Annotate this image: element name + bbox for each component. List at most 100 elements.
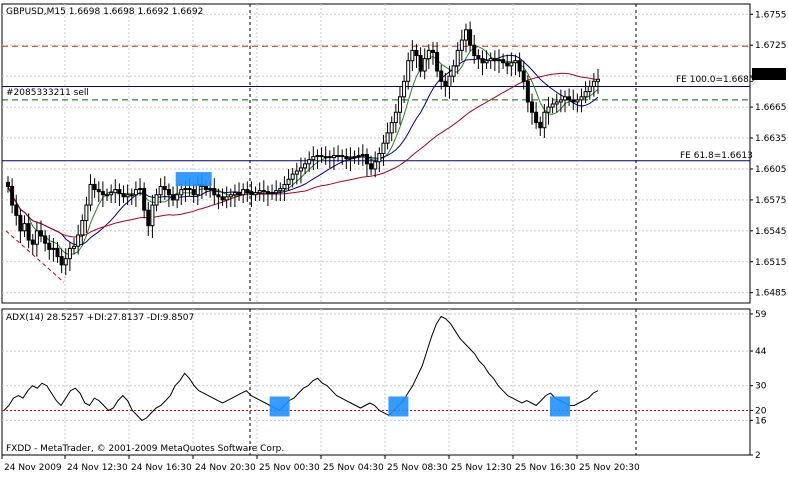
candle-body [39,230,44,237]
adx-tick-label: 30 [755,382,767,392]
candle [191,183,196,203]
candle-body [567,96,572,101]
candle [51,238,56,262]
candle-body [294,170,299,175]
candle-body [166,189,171,196]
candle [138,178,143,196]
candle [402,75,407,103]
candle-body [171,194,176,201]
candle [278,182,283,201]
candle-body [253,192,258,196]
candle [261,180,266,202]
candle-body [439,70,444,82]
time-tick-label: 24 Nov 2009 [4,463,62,473]
signal-box [549,396,570,417]
candle-body [237,192,242,196]
candle-body [550,103,555,108]
candle [459,29,464,61]
price-tick-label: 1.6635 [755,134,787,144]
candle-body [529,101,534,113]
candle-body [402,80,407,98]
candle-body [14,204,19,216]
candle-body [158,185,163,196]
candle-body [534,111,539,124]
candle-body [265,191,270,195]
candle-body [443,80,448,87]
price-axis: 1.67551.67251.66951.66651.66351.66051.65… [750,10,787,299]
candle-body [212,188,217,196]
candle [175,184,180,209]
candle-body [22,223,27,232]
candle [294,162,299,185]
candle [414,44,419,68]
adx-layer [2,315,750,422]
time-tick-label: 25 Nov 00:30 [259,463,320,473]
candle [435,42,440,78]
price-tick-label: 1.6605 [755,165,787,175]
candle-body [575,99,580,103]
candle [484,50,489,69]
candle [6,176,10,193]
candle [505,54,510,75]
grid-layer [1,3,751,456]
candle [315,149,320,169]
candle-body [554,101,559,105]
fibo-label-100: FE 100.0=1.6685 [676,75,755,85]
candle [146,201,151,236]
candle-body [455,49,460,67]
candle [385,122,390,150]
candle-body [480,58,485,64]
candle-body [327,156,332,159]
candle [356,147,361,165]
candle-body [463,29,468,41]
candle-body [261,190,266,193]
candle-body [220,196,225,201]
candle [319,147,324,163]
candle [129,188,134,206]
candle-body [496,59,501,62]
candle-body [270,192,275,195]
candle-body [315,155,320,158]
candle [340,149,345,165]
candle-body [369,163,374,170]
candle [360,144,365,166]
candle-body [468,29,473,46]
candle [538,116,543,136]
candle-body [571,99,576,103]
candle-body [435,51,440,72]
candle-body [138,188,143,191]
candle-body [323,156,328,159]
candle [331,147,336,170]
candle [344,148,349,169]
candle-body [422,58,427,72]
candle [369,155,374,176]
candle-body [55,247,60,258]
price-tick-label: 1.6725 [755,41,787,51]
candle-body [96,189,101,193]
candle [389,116,394,142]
time-tick-label: 24 Nov 20:30 [195,463,256,473]
candle [472,34,477,64]
candle [525,75,530,113]
candle-body [278,188,283,192]
candle-body [142,188,147,211]
candle [529,93,534,125]
signal-box-layer [175,172,570,417]
candle-body [183,188,188,191]
candle-body [208,188,213,191]
candle-body [286,178,291,185]
candles-layer [6,21,600,276]
adx-pane-frame [1,308,751,456]
candle-body [249,191,254,196]
time-tick-label: 25 Nov 20:30 [579,463,640,473]
candle [265,185,270,207]
candle-body [67,247,72,260]
candle-body [228,194,233,198]
candle [166,183,171,208]
candle-body [389,122,394,134]
candle-body [542,111,547,129]
candle [121,185,126,203]
price-tick-label: 1.6575 [755,196,787,206]
candle-body [377,153,382,163]
candle-body [241,189,246,196]
